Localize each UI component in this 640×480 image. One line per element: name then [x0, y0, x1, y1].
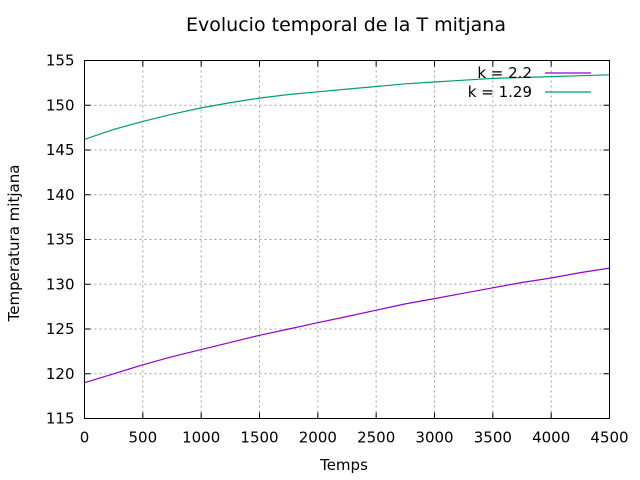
- y-tick-label: 145: [46, 141, 75, 159]
- x-tick-label: 4000: [532, 429, 570, 447]
- series-line-2: [84, 74, 610, 140]
- series-layer: [84, 74, 610, 384]
- x-axis-title: Temps: [319, 456, 368, 474]
- x-tick-label: 500: [129, 429, 158, 447]
- axis-ticks: 0 500 1000 1500 2000 2500 3000 3500 4000 4500 115 1…: [46, 52, 629, 447]
- x-tick-label: 4500: [590, 429, 628, 447]
- y-axis-title: Temperatura mitjana: [5, 165, 23, 323]
- x-tick-label: 2500: [357, 429, 395, 447]
- chart-title: Evolucio temporal de la T mitjana: [186, 14, 506, 36]
- y-tick-label: 155: [46, 52, 75, 70]
- grid: [84, 60, 610, 419]
- y-tick-label: 130: [46, 275, 75, 293]
- x-tick-label: 3000: [415, 429, 453, 447]
- legend: k = 2.2k = 1.29: [468, 64, 591, 101]
- x-tick-label: 0: [80, 429, 90, 447]
- x-tick-label: 3500: [474, 429, 512, 447]
- y-tick-label: 115: [46, 410, 75, 428]
- legend-label-1: k = 2.2: [477, 64, 532, 82]
- x-tick-label: 1500: [240, 429, 278, 447]
- y-tick-label: 140: [46, 186, 75, 204]
- y-tick-label: 120: [46, 365, 75, 383]
- y-tick-label: 150: [46, 96, 75, 114]
- series-line-1: [84, 267, 610, 384]
- y-tick-label: 135: [46, 231, 75, 249]
- x-tick-label: 2000: [299, 429, 337, 447]
- legend-label-2: k = 1.29: [468, 83, 532, 101]
- x-tick-label: 1000: [182, 429, 220, 447]
- y-tick-label: 125: [46, 320, 75, 338]
